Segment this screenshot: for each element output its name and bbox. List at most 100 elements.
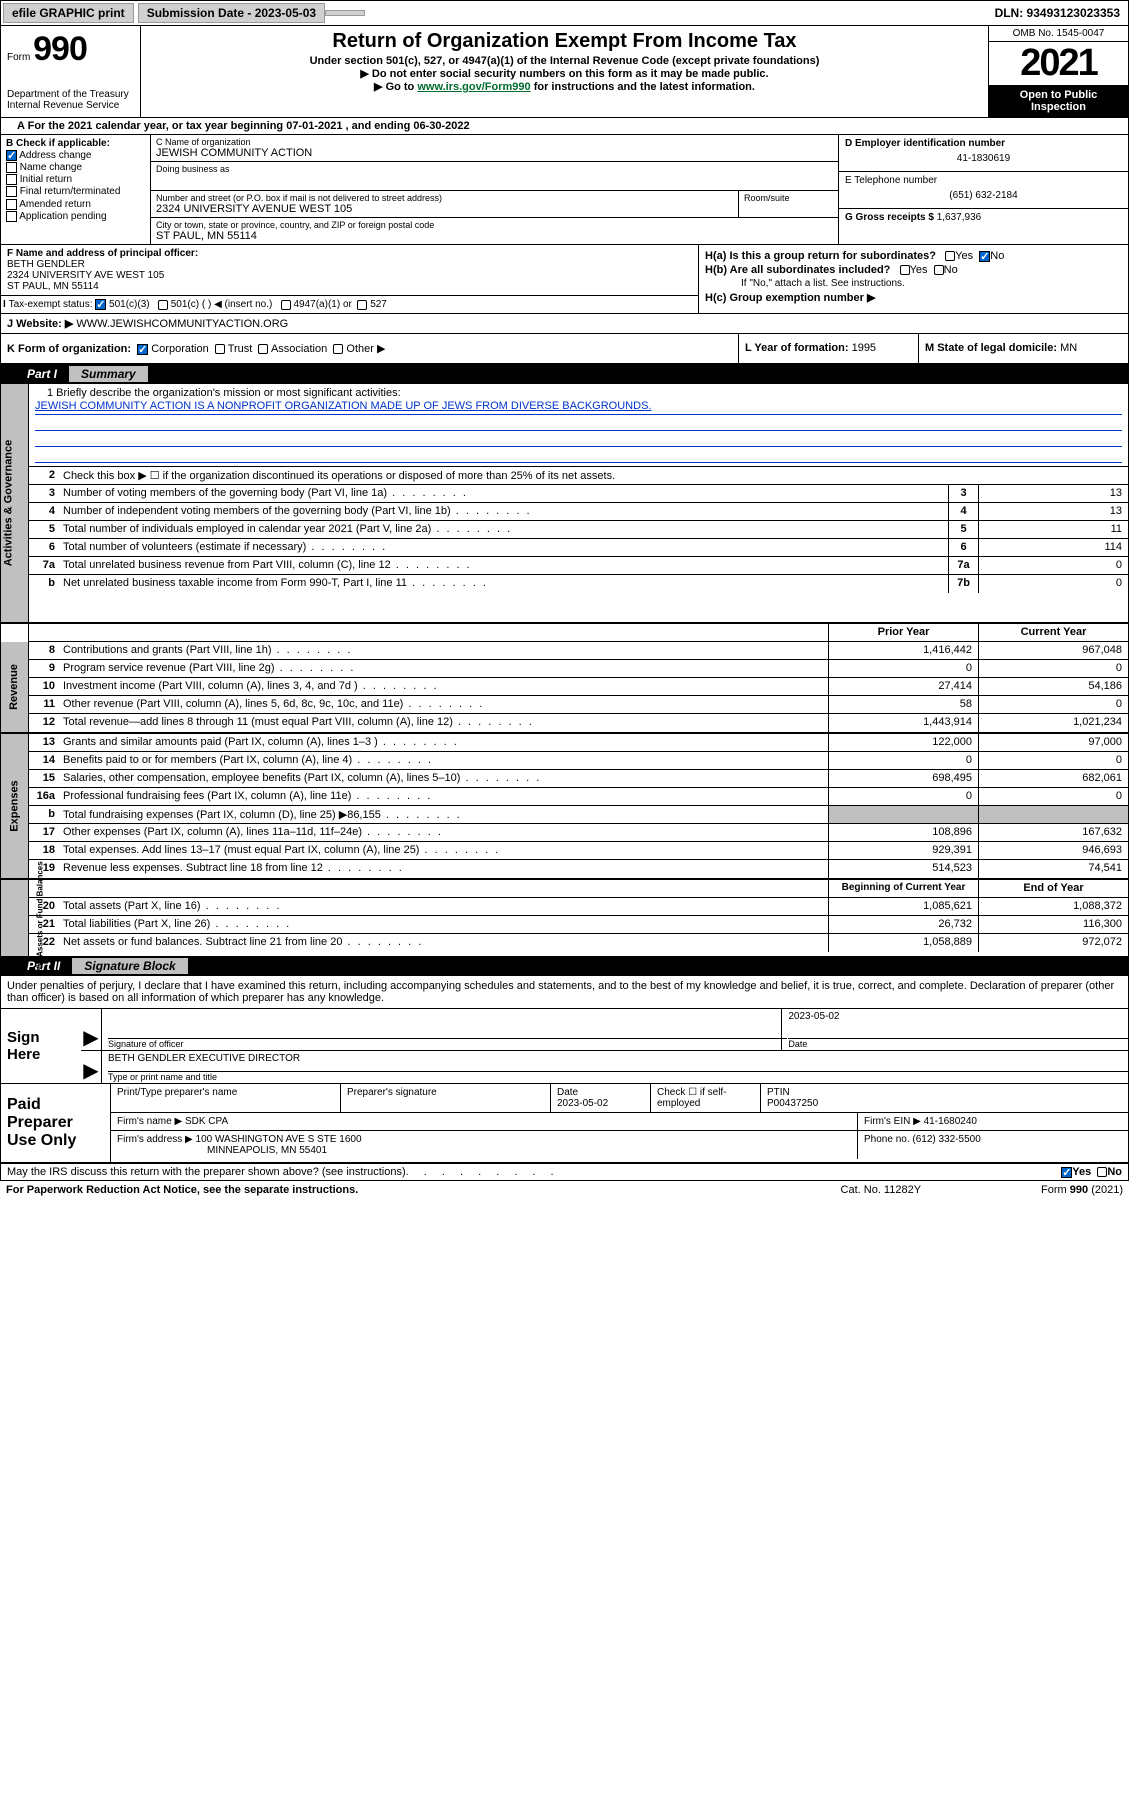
website: WWW.JEWISHCOMMUNITYACTION.ORG <box>76 318 288 330</box>
box-ha-label: H(a) Is this a group return for subordin… <box>705 250 936 262</box>
beg-22: 1,058,889 <box>828 934 978 952</box>
col-end-year: End of Year <box>978 880 1128 897</box>
irs-label: Internal Revenue Service <box>7 100 134 111</box>
prior-b <box>828 806 978 823</box>
box-l-label: L Year of formation: <box>745 342 849 354</box>
firm-addr2: MINNEAPOLIS, MN 55401 <box>117 1145 327 1156</box>
hb-yes[interactable] <box>900 265 910 275</box>
col-prior-year: Prior Year <box>828 624 978 641</box>
firm-name: SDK CPA <box>185 1116 228 1127</box>
part-1-header: Part I Summary <box>1 364 1128 384</box>
discuss-no[interactable] <box>1097 1167 1107 1177</box>
prior-19: 514,523 <box>828 860 978 878</box>
chk-501c[interactable] <box>158 300 168 310</box>
prior-17: 108,896 <box>828 824 978 841</box>
dba-label: Doing business as <box>156 164 833 174</box>
gross-receipts: 1,637,936 <box>937 212 982 223</box>
blank-button[interactable] <box>325 10 365 16</box>
open-inspection: Open to Public Inspection <box>989 85 1128 117</box>
may-discuss-text: May the IRS discuss this return with the… <box>7 1166 406 1178</box>
prior-15: 698,495 <box>828 770 978 787</box>
footer-cat: Cat. No. 11282Y <box>841 1184 922 1196</box>
tax-year: 2021 <box>989 42 1128 85</box>
officer-name: BETH GENDLER <box>7 259 692 270</box>
discuss-yes[interactable] <box>1061 1167 1072 1178</box>
submission-date: Submission Date - 2023-05-03 <box>138 3 325 23</box>
ein: 41-1830619 <box>845 149 1122 168</box>
mission-label: 1 Briefly describe the organization's mi… <box>35 387 1122 399</box>
firm-addr1: 100 WASHINGTON AVE S STE 1600 <box>196 1134 362 1145</box>
officer-addr1: 2324 UNIVERSITY AVE WEST 105 <box>7 270 692 281</box>
form-number: 990 <box>33 30 87 68</box>
gov-val-5: 11 <box>978 521 1128 538</box>
top-bar: efile GRAPHIC print Submission Date - 20… <box>1 1 1128 26</box>
chk-b-1[interactable] <box>6 162 17 173</box>
box-i-label: Tax-exempt status: <box>9 299 93 310</box>
gov-val-3: 13 <box>978 485 1128 502</box>
officer-addr2: ST PAUL, MN 55114 <box>7 281 692 292</box>
box-e-label: E Telephone number <box>845 175 1122 186</box>
org-city: ST PAUL, MN 55114 <box>156 230 434 242</box>
chk-b-4[interactable] <box>6 199 17 210</box>
arrow-icon-2: ▶ <box>83 1058 98 1083</box>
ptin: P00437250 <box>767 1098 1122 1109</box>
box-g-label: G Gross receipts $ <box>845 212 934 223</box>
dln: DLN: 93493123023353 <box>995 6 1126 20</box>
preparer-name-label: Print/Type preparer's name <box>111 1084 341 1112</box>
footer-form: Form 990 (2021) <box>1041 1184 1123 1196</box>
box-f-label: F Name and address of principal officer: <box>7 248 692 259</box>
declaration-text: Under penalties of perjury, I declare th… <box>1 976 1128 1009</box>
firm-phone: (612) 332-5500 <box>912 1134 980 1145</box>
efile-print-button[interactable]: efile GRAPHIC print <box>3 3 134 23</box>
box-m-label: M State of legal domicile: <box>925 342 1057 354</box>
k-other[interactable] <box>333 344 343 354</box>
vtab-netassets: Net Assets or Fund Balances <box>1 880 29 956</box>
curr-17: 167,632 <box>978 824 1128 841</box>
gov-val-4: 13 <box>978 503 1128 520</box>
hb-no[interactable] <box>934 265 944 275</box>
print-name-label: Type or print name and title <box>108 1071 1129 1082</box>
prior-10: 27,414 <box>828 678 978 695</box>
prior-16a: 0 <box>828 788 978 805</box>
chk-b-0[interactable] <box>6 150 17 161</box>
prior-9: 0 <box>828 660 978 677</box>
k-assoc[interactable] <box>258 344 268 354</box>
k-corp[interactable] <box>137 344 148 355</box>
irs-link[interactable]: www.irs.gov/Form990 <box>417 81 530 93</box>
chk-b-3[interactable] <box>6 186 17 197</box>
officer-print-name: BETH GENDLER EXECUTIVE DIRECTOR <box>108 1053 1122 1064</box>
ha-no[interactable] <box>979 251 990 262</box>
col-beg-year: Beginning of Current Year <box>828 880 978 897</box>
curr-b <box>978 806 1128 823</box>
city-label: City or town, state or province, country… <box>156 220 434 230</box>
hb-note: If "No," attach a list. See instructions… <box>705 278 1122 289</box>
box-b-header: B Check if applicable: <box>6 138 145 149</box>
prior-8: 1,416,442 <box>828 642 978 659</box>
box-k-label: K Form of organization: <box>7 343 131 355</box>
ha-yes[interactable] <box>945 251 955 261</box>
dept-treasury: Department of the Treasury <box>7 89 134 100</box>
box-j-label: J Website: ▶ <box>7 317 73 330</box>
row-a-tax-year: A For the 2021 calendar year, or tax yea… <box>1 118 1128 135</box>
chk-b-2[interactable] <box>6 174 17 185</box>
form-title: Return of Organization Exempt From Incom… <box>147 30 982 53</box>
sign-date: 2023-05-02 <box>788 1011 1122 1022</box>
telephone: (651) 632-2184 <box>845 186 1122 205</box>
chk-527[interactable] <box>357 300 367 310</box>
curr-14: 0 <box>978 752 1128 769</box>
self-employed-check[interactable]: Check ☐ if self-employed <box>651 1084 761 1112</box>
sig-officer-label: Signature of officer <box>108 1038 787 1049</box>
firm-addr-label: Firm's address ▶ <box>117 1134 193 1145</box>
curr-10: 54,186 <box>978 678 1128 695</box>
prior-12: 1,443,914 <box>828 714 978 732</box>
mission-text[interactable]: JEWISH COMMUNITY ACTION IS A NONPROFIT O… <box>35 400 651 412</box>
curr-18: 946,693 <box>978 842 1128 859</box>
form-subtitle-1: Under section 501(c), 527, or 4947(a)(1)… <box>147 55 982 67</box>
chk-b-5[interactable] <box>6 211 17 222</box>
box-hb-label: H(b) Are all subordinates included? <box>705 264 890 276</box>
prior-13: 122,000 <box>828 734 978 751</box>
chk-4947[interactable] <box>281 300 291 310</box>
vtab-revenue: Revenue <box>1 642 29 732</box>
k-trust[interactable] <box>215 344 225 354</box>
chk-501c3[interactable] <box>95 299 106 310</box>
